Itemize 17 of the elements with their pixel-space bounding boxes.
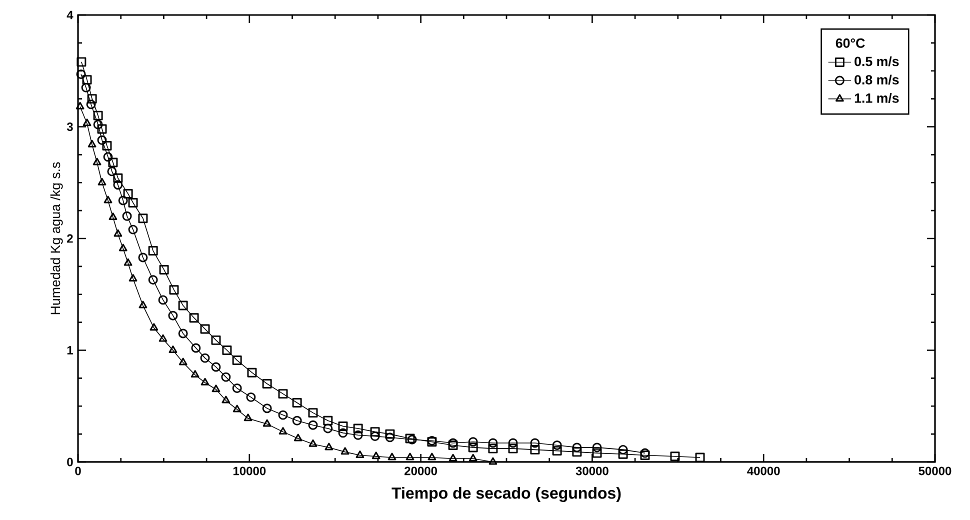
x-tick-label: 50000 bbox=[918, 466, 952, 476]
legend-label: 1.1 m/s bbox=[854, 93, 899, 103]
x-tick-label: 20000 bbox=[404, 466, 437, 476]
x-axis-title: Tiempo de secado (segundos) bbox=[392, 487, 621, 502]
y-tick-label: 1 bbox=[67, 346, 73, 354]
legend-title: 60°C bbox=[836, 38, 865, 48]
x-tick-label: 10000 bbox=[233, 466, 266, 476]
x-tick-label: 0 bbox=[75, 466, 81, 476]
legend-label: 0.5 m/s bbox=[854, 56, 899, 66]
y-tick-label: 2 bbox=[67, 234, 73, 243]
y-tick-label: 3 bbox=[66, 122, 73, 131]
y-axis-title: Humedad Kg agua /kg s.s bbox=[50, 162, 63, 314]
x-tick-label: 40000 bbox=[747, 466, 780, 476]
legend-label: 0.8 m/s bbox=[854, 74, 899, 85]
y-tick-label: 0 bbox=[67, 458, 73, 466]
y-tick-label: 4 bbox=[66, 10, 74, 20]
x-tick-label: 30000 bbox=[576, 466, 608, 476]
